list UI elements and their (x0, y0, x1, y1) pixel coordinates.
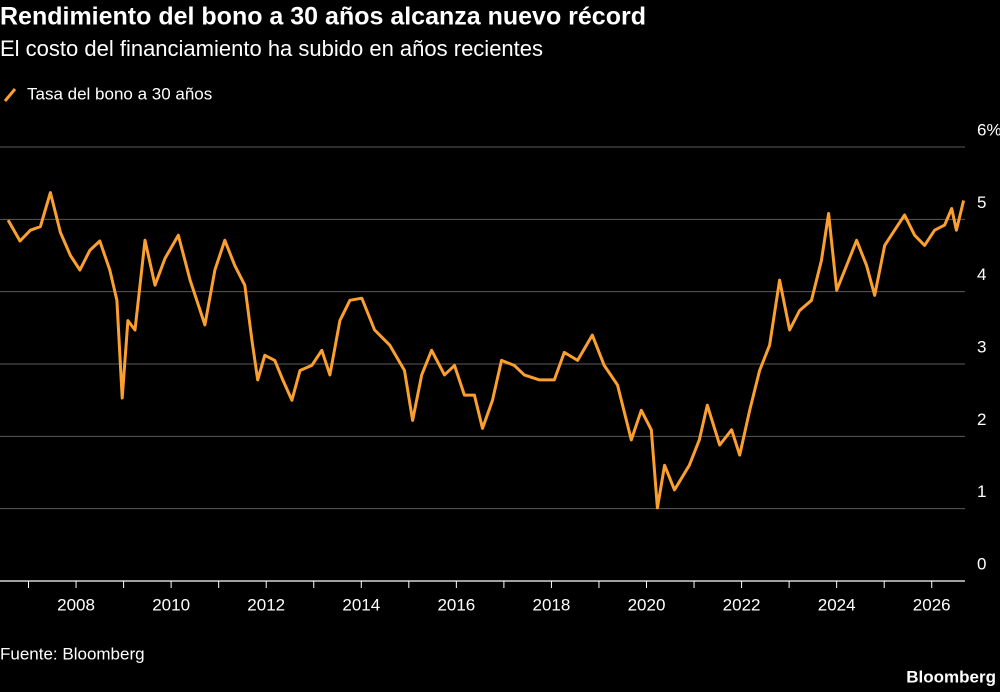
y-tick-label: 1 (977, 482, 986, 501)
x-tick-label: 2016 (437, 595, 475, 614)
chart-title: Rendimiento del bono a 30 años alcanza n… (0, 3, 646, 31)
x-tick-label: 2008 (57, 595, 95, 614)
x-tick-label: 2014 (342, 595, 380, 614)
brand: Bloomberg (906, 667, 996, 686)
line (6, 191, 966, 510)
x-tick-label: 2012 (247, 595, 285, 614)
legend-label: Tasa del bono a 30 años (27, 84, 212, 103)
y-tick-label: 5 (977, 193, 986, 212)
y-tick-label: 6% (977, 120, 1000, 139)
x-tick-label: 2010 (152, 595, 190, 614)
x-tick-label: 2018 (533, 595, 571, 614)
y-tick-label: 0 (977, 554, 986, 573)
y-tick-label: 4 (977, 265, 986, 284)
y-tick-label: 3 (977, 337, 986, 356)
x-tick-label: 2024 (818, 595, 856, 614)
source: Fuente: Bloomberg (0, 644, 145, 663)
x-tick-label: 2022 (723, 595, 761, 614)
y-tick-label: 2 (977, 410, 986, 429)
chart-subtitle: El costo del financiamiento ha subido en… (0, 36, 543, 61)
x-tick-label: 2020 (628, 595, 666, 614)
x-tick-label: 2026 (913, 595, 951, 614)
legend-icon (3, 88, 17, 102)
